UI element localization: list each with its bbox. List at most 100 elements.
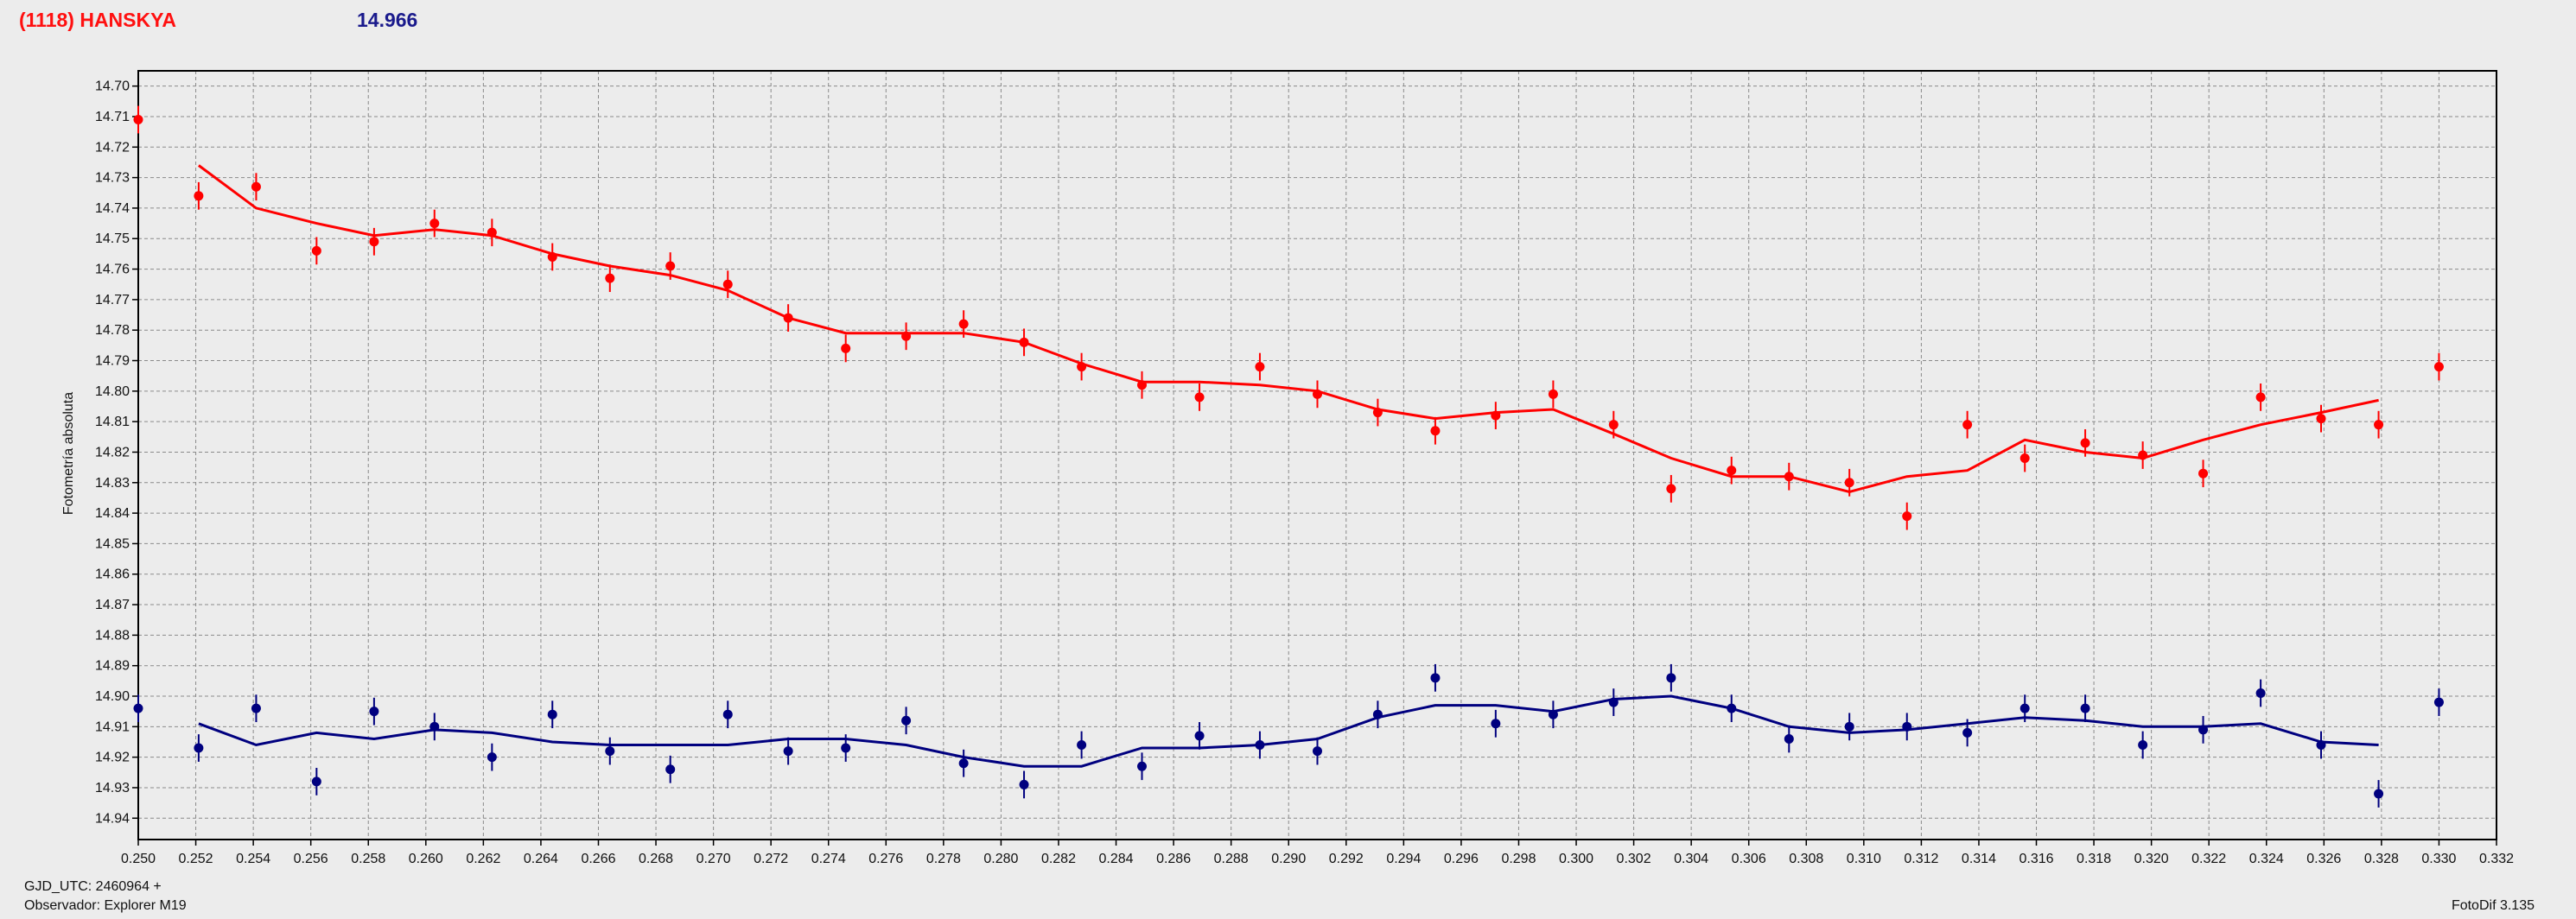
series-1-point (1548, 709, 1558, 719)
x-tick-label: 0.310 (1847, 852, 1881, 866)
x-tick-label: 0.326 (2306, 852, 2341, 866)
magnitude-value: 14.966 (357, 9, 418, 31)
series-0-point (1372, 408, 1383, 418)
series-0-point (2198, 468, 2209, 479)
x-tick-label: 0.320 (2134, 852, 2169, 866)
y-tick-label: 14.90 (95, 689, 130, 704)
series-0-point (429, 219, 440, 229)
x-tick-label: 0.308 (1789, 852, 1823, 866)
x-tick-label: 0.318 (2077, 852, 2111, 866)
series-1-point (194, 743, 204, 753)
y-tick-label: 14.91 (95, 719, 130, 734)
series-0-point (2019, 453, 2030, 464)
series-0-point (194, 191, 204, 201)
series-0-point (901, 331, 912, 341)
y-tick-label: 14.85 (95, 536, 130, 551)
x-tick-label: 0.288 (1214, 852, 1249, 866)
x-tick-label: 0.290 (1271, 852, 1306, 866)
series-0-point (1194, 392, 1205, 402)
series-0-point (133, 115, 143, 125)
series-1-point (2198, 725, 2209, 735)
series-1-point (429, 721, 440, 732)
series-0-point (487, 227, 497, 238)
series-1-point (722, 709, 733, 719)
series-0-point (547, 251, 557, 262)
x-tick-label: 0.280 (983, 852, 1018, 866)
series-1-point (783, 746, 793, 757)
series-1-point (1962, 727, 1973, 738)
y-tick-label: 14.89 (95, 659, 130, 674)
x-tick-label: 0.324 (2249, 852, 2284, 866)
series-1-point (1255, 740, 1265, 751)
y-tick-label: 14.78 (95, 323, 130, 338)
series-0-point (251, 181, 261, 192)
series-1-point (487, 752, 497, 763)
series-1-point (2255, 688, 2266, 698)
x-tick-label: 0.266 (581, 852, 615, 866)
x-tick-label: 0.274 (811, 852, 846, 866)
x-tick-label: 0.330 (2421, 852, 2456, 866)
series-1-point (547, 709, 557, 719)
x-tick-label: 0.316 (2019, 852, 2053, 866)
series-1-point (1608, 697, 1619, 707)
x-tick-label: 0.270 (696, 852, 731, 866)
series-1-point (1372, 709, 1383, 719)
y-tick-label: 14.88 (95, 628, 130, 643)
x-axis-ticks: 0.250 0.252 0.254 0.256 0.258 0.260 0.262 0.264… (121, 840, 2514, 866)
series-1-point (1491, 719, 1501, 729)
series (133, 105, 2444, 808)
light-curve-chart: 0.250 0.252 0.254 0.256 0.258 0.260 0.262 0.264… (61, 70, 2514, 866)
x-tick-label: 0.254 (236, 852, 270, 866)
software-version: FotoDif 3.135 (2451, 898, 2535, 913)
series-1-point (1430, 673, 1441, 683)
x-tick-label: 0.260 (409, 852, 443, 866)
x-tick-label: 0.258 (351, 852, 385, 866)
series-0-point (2433, 362, 2444, 372)
x-tick-label: 0.252 (179, 852, 213, 866)
y-tick-label: 14.79 (95, 354, 130, 369)
y-tick-label: 14.70 (95, 79, 130, 94)
series-0-point (1784, 472, 1794, 482)
series-0-point (369, 237, 379, 247)
series-1-fit-line (198, 694, 2379, 768)
series-0-point (1844, 478, 1854, 488)
x-tick-label: 0.262 (466, 852, 500, 866)
series-0-point (2255, 392, 2266, 402)
series-1-point (2138, 740, 2148, 751)
series-1-point (311, 776, 321, 787)
series-1-point (369, 707, 379, 717)
x-tick-label: 0.332 (2479, 852, 2514, 866)
x-tick-label: 0.292 (1329, 852, 1364, 866)
plot-frame (137, 70, 2497, 840)
y-tick-label: 14.74 (95, 201, 130, 216)
y-tick-label: 14.82 (95, 445, 130, 460)
series-0-point (1491, 410, 1501, 421)
series-1-point (1077, 740, 1087, 751)
x-tick-label: 0.250 (121, 852, 156, 866)
x-tick-label: 0.300 (1559, 852, 1593, 866)
series-1-point (1727, 703, 1737, 713)
series-1-point (1902, 721, 1912, 732)
y-tick-label: 14.83 (95, 476, 130, 491)
series-0-point (1666, 484, 1676, 494)
series-0-point (1962, 420, 1973, 430)
y-tick-label: 14.84 (95, 506, 130, 521)
series-0-point (665, 261, 676, 271)
x-tick-label: 0.294 (1386, 852, 1421, 866)
x-tick-label: 0.256 (294, 852, 328, 866)
y-axis-ticks: 14.70 14.71 14.72 14.73 14.74 14.75 14.76 14.77… (95, 79, 138, 826)
series-0-point (958, 319, 969, 329)
series-1-point (901, 715, 912, 726)
x-tick-label: 0.296 (1444, 852, 1479, 866)
series-0-point (841, 343, 851, 353)
series-1-point (2374, 789, 2384, 799)
x-tick-label: 0.306 (1732, 852, 1766, 866)
x-tick-label: 0.264 (524, 852, 558, 866)
gjd-label: GJD_UTC: 2460964 + (24, 879, 162, 894)
series-1-point (841, 743, 851, 753)
x-tick-label: 0.322 (2191, 852, 2226, 866)
x-tick-label: 0.298 (1501, 852, 1536, 866)
x-tick-label: 0.314 (1962, 852, 1996, 866)
y-tick-label: 14.87 (95, 598, 130, 612)
x-tick-label: 0.278 (926, 852, 961, 866)
